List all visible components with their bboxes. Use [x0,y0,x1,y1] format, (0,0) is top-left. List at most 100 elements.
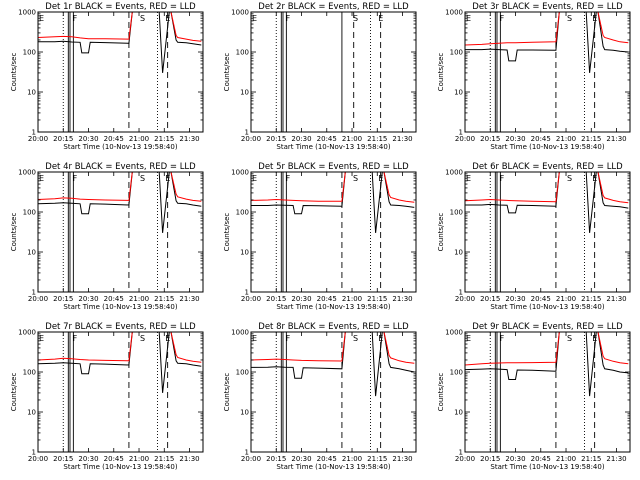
y-tick-label: 1 [32,449,36,457]
x-tick-label: 21:15 [367,295,387,303]
lld-series-line [465,12,629,46]
x-tick-label: 20:15 [53,135,73,143]
x-tick-label: 20:00 [241,135,261,143]
x-tick-label: 21:15 [154,455,174,463]
x-tick-label: 20:30 [291,295,311,303]
x-tick-label: 21:15 [367,135,387,143]
y-tick-label: 100 [23,369,36,377]
time-marker-label: E [252,334,257,343]
x-tick-label: 21:00 [556,455,576,463]
y-tick-label: 1000 [18,329,36,337]
x-tick-label: 20:15 [480,295,500,303]
y-tick-label: 1 [459,289,463,297]
events-series-line [465,332,629,397]
y-tick-label: 10 [454,409,463,417]
y-axis-label: Counts/sec [10,213,18,252]
x-tick-label: 20:45 [531,135,551,143]
events-series-line [38,172,202,233]
time-marker-label: S [353,174,358,183]
y-axis-label: Counts/sec [223,53,231,92]
x-tick-label: 21:30 [392,135,412,143]
y-axis-label: Counts/sec [10,53,18,92]
plot-frame [250,331,417,453]
x-tick-label: 20:30 [78,455,98,463]
y-tick-label: 1 [32,289,36,297]
x-tick-label: 21:30 [179,295,199,303]
x-tick-label: 20:15 [53,295,73,303]
x-tick-label: 21:30 [392,455,412,463]
plot-frame [37,11,204,133]
plot-frame [464,171,631,293]
x-axis-label: Start Time (10-Nov-13 19:58:40) [490,143,604,151]
y-tick-label: 1 [245,289,249,297]
time-marker-label: S [140,174,145,183]
y-tick-label: 100 [450,369,463,377]
x-axis-label: Start Time (10-Nov-13 19:58:40) [490,303,604,311]
x-tick-label: 20:30 [291,455,311,463]
y-tick-label: 1000 [231,169,249,177]
x-tick-label: 20:30 [505,135,525,143]
x-tick-label: 21:30 [606,295,626,303]
x-tick-label: 20:00 [241,455,261,463]
events-series-line [465,12,629,73]
plot-frame [464,11,631,133]
x-axis-label: Start Time (10-Nov-13 19:58:40) [490,463,604,471]
x-tick-label: 21:30 [179,135,199,143]
y-tick-label: 10 [27,89,36,97]
x-tick-label: 21:00 [129,295,149,303]
x-tick-label: 21:15 [581,295,601,303]
x-axis-label: Start Time (10-Nov-13 19:58:40) [63,303,177,311]
x-tick-label: 20:45 [104,135,124,143]
y-tick-label: 1 [245,449,249,457]
y-tick-label: 1 [459,449,463,457]
y-tick-label: 10 [454,89,463,97]
x-axis-label: Start Time (10-Nov-13 19:58:40) [276,143,390,151]
x-tick-label: 20:30 [505,455,525,463]
y-tick-label: 10 [240,89,249,97]
x-tick-label: 20:00 [28,455,48,463]
events-series-line [251,332,415,397]
time-marker-label: S [567,14,572,23]
y-axis-label: Counts/sec [437,373,445,412]
x-tick-label: 21:00 [556,135,576,143]
chart-title: Det 7r BLACK = Events, RED = LLD [45,322,196,332]
time-marker-label: F [500,334,505,343]
x-axis-label: Start Time (10-Nov-13 19:58:40) [276,303,390,311]
y-tick-label: 100 [450,209,463,217]
y-tick-label: 10 [27,409,36,417]
y-tick-label: 1000 [18,169,36,177]
time-marker-label: S [140,14,145,23]
x-tick-label: 20:45 [317,455,337,463]
time-marker-label: E [466,174,471,183]
y-tick-label: 1 [32,129,36,137]
y-tick-label: 1000 [231,9,249,17]
x-tick-label: 20:15 [266,295,286,303]
y-tick-label: 10 [240,409,249,417]
plot-frame [37,331,204,453]
chart-title: Det 6r BLACK = Events, RED = LLD [472,162,623,172]
y-tick-label: 100 [23,209,36,217]
x-axis-label: Start Time (10-Nov-13 19:58:40) [63,463,177,471]
events-series-line [38,332,202,393]
x-tick-label: 20:45 [531,455,551,463]
time-marker-label: F [73,14,78,23]
time-marker-label: S [567,334,572,343]
time-marker-label: F [500,14,505,23]
time-marker-label: E [252,14,257,23]
time-marker-label: F [286,174,291,183]
y-tick-label: 1000 [18,9,36,17]
plot-frame [250,11,417,133]
x-tick-label: 20:30 [78,135,98,143]
events-series-line [465,172,629,233]
chart-title: Det 3r BLACK = Events, RED = LLD [472,2,623,12]
x-axis-label: Start Time (10-Nov-13 19:58:40) [276,463,390,471]
time-marker-label: S [353,14,358,23]
chart-title: Det 5r BLACK = Events, RED = LLD [258,162,409,172]
events-series-line [38,12,202,73]
